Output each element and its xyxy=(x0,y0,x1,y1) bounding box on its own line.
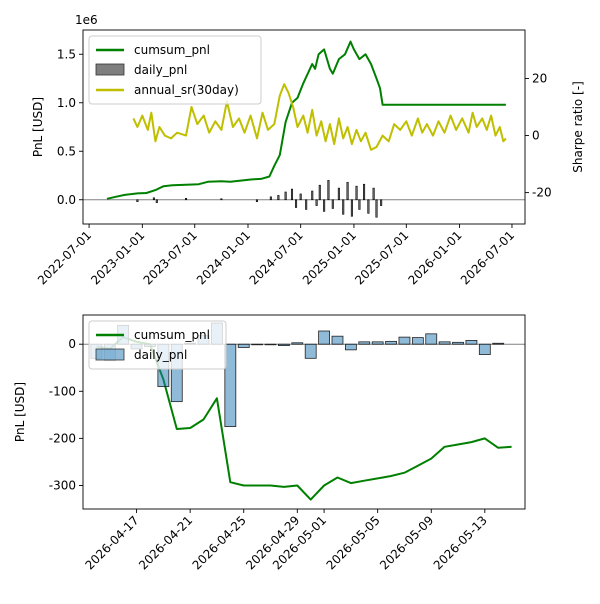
legend-box xyxy=(88,35,262,105)
daily-pnl-bar xyxy=(344,343,357,351)
legend-label: cumsum_pnl xyxy=(134,43,210,57)
daily-pnl-bar xyxy=(152,197,155,201)
legend-label: daily_pnl xyxy=(134,348,187,362)
daily-pnl-bar xyxy=(185,197,188,201)
plot-frame xyxy=(82,314,526,510)
y-tick-label: 0.5 xyxy=(57,144,76,158)
y-tick-label: -300 xyxy=(49,478,76,492)
daily-pnl-bar xyxy=(350,199,353,217)
daily-pnl-bar xyxy=(237,343,250,348)
y-tick-label: 0.0 xyxy=(57,193,76,207)
x-tick-label: 2023-07-01 xyxy=(141,228,200,287)
x-tick-label: 2025-01-01 xyxy=(300,228,359,287)
daily-pnl-bar xyxy=(342,199,345,215)
x-tick-label: 2025-07-01 xyxy=(352,228,411,287)
x-tick-label: 2026-04-17 xyxy=(82,513,141,572)
daily-pnl-bar xyxy=(375,199,378,218)
daily-pnl-bar xyxy=(290,188,294,201)
daily-pnl-bar xyxy=(411,337,424,345)
daily-pnl-bar xyxy=(367,199,370,214)
daily-pnl-bar xyxy=(295,199,298,208)
daily-pnl-bar xyxy=(492,342,505,345)
y-axis-offset-text: 1e6 xyxy=(75,13,98,27)
daily-pnl-bar xyxy=(331,335,344,345)
y2-tick-label: -20 xyxy=(532,186,552,200)
daily-pnl-bar xyxy=(327,180,330,201)
x-tick-label: 2026-04-25 xyxy=(190,513,249,572)
plot-frame xyxy=(82,29,526,225)
y-tick-label: 1.0 xyxy=(57,96,76,110)
daily-pnl-bar xyxy=(305,199,308,210)
daily-pnl-bar xyxy=(318,184,321,201)
x-tick-label: 2026-04-21 xyxy=(136,513,195,572)
legend-swatch-daily-pnl xyxy=(95,348,125,361)
daily-pnl-bar xyxy=(358,199,361,210)
daily-pnl-bar xyxy=(363,183,366,201)
x-tick-label: 2024-01-01 xyxy=(194,228,253,287)
x-tick-label: 2026-05-05 xyxy=(324,513,383,572)
y2-tick-label: 20 xyxy=(532,72,547,86)
daily-pnl-bar xyxy=(346,181,349,201)
y-tick-label: 0 xyxy=(68,337,76,351)
daily-pnl-bar xyxy=(385,340,397,345)
x-tick-label: 2024-07-01 xyxy=(247,228,306,287)
y2-axis-label: Sharpe ratio [-] xyxy=(571,81,585,173)
daily-pnl-bar xyxy=(136,199,139,202)
daily-pnl-bar xyxy=(372,187,375,201)
daily-pnl-bar xyxy=(380,199,383,206)
daily-pnl-bar xyxy=(398,336,411,345)
daily-pnl-bar xyxy=(452,341,464,345)
y-axis-label: PnL [USD] xyxy=(13,382,27,442)
sharpe-ratio-line xyxy=(132,83,507,151)
y-tick-label: -200 xyxy=(49,431,76,445)
cumsum-pnl-line xyxy=(96,336,512,501)
daily-pnl-bar xyxy=(331,199,334,209)
daily-pnl-bar xyxy=(269,196,272,201)
daily-pnl-bar xyxy=(291,342,304,345)
daily-pnl-bar xyxy=(358,341,371,345)
daily-pnl-bar xyxy=(311,190,314,201)
daily-pnl-bar xyxy=(299,193,302,201)
y-tick-label: 1.5 xyxy=(57,47,76,61)
daily-pnl-bar xyxy=(284,191,287,201)
daily-pnl-bar xyxy=(355,185,358,201)
y-tick-label: -100 xyxy=(49,384,76,398)
legend-swatch-daily-pnl xyxy=(95,63,125,76)
daily-pnl-bar xyxy=(371,341,384,345)
x-tick-label: 2026-05-09 xyxy=(377,513,436,572)
daily-pnl-bar xyxy=(318,330,330,345)
daily-pnl-bar xyxy=(425,333,438,345)
daily-pnl-bar xyxy=(304,343,317,359)
daily-pnl-bar xyxy=(264,343,277,346)
daily-pnl-bar xyxy=(438,341,451,345)
daily-pnl-bar xyxy=(278,343,290,347)
daily-pnl-bar xyxy=(277,195,280,201)
x-tick-label: 2026-01-01 xyxy=(405,228,464,287)
daily-pnl-bar xyxy=(465,340,478,345)
daily-pnl-bar xyxy=(315,199,318,206)
daily-pnl-bar xyxy=(220,198,223,201)
daily-pnl-bar xyxy=(323,199,326,212)
x-tick-label: 2026-05-13 xyxy=(431,513,490,572)
x-tick-label: 2023-01-01 xyxy=(88,228,147,287)
legend-label: annual_sr(30day) xyxy=(134,83,239,97)
daily-pnl-bars xyxy=(136,180,383,218)
legend-label: daily_pnl xyxy=(134,63,187,77)
daily-pnl-bar xyxy=(251,343,264,346)
y-axis-label: PnL [USD] xyxy=(31,97,45,157)
x-tick-label: 2026-07-01 xyxy=(458,228,517,287)
daily-pnl-bar xyxy=(255,199,258,202)
y2-tick-label: 0 xyxy=(532,129,540,143)
daily-pnl-bar xyxy=(337,187,340,201)
daily-pnl-bar xyxy=(478,343,491,355)
daily-pnl-bar xyxy=(224,343,237,427)
daily-pnl-bar xyxy=(155,199,158,203)
x-tick-label: 2022-07-01 xyxy=(35,228,94,287)
legend-label: cumsum_pnl xyxy=(134,328,210,342)
